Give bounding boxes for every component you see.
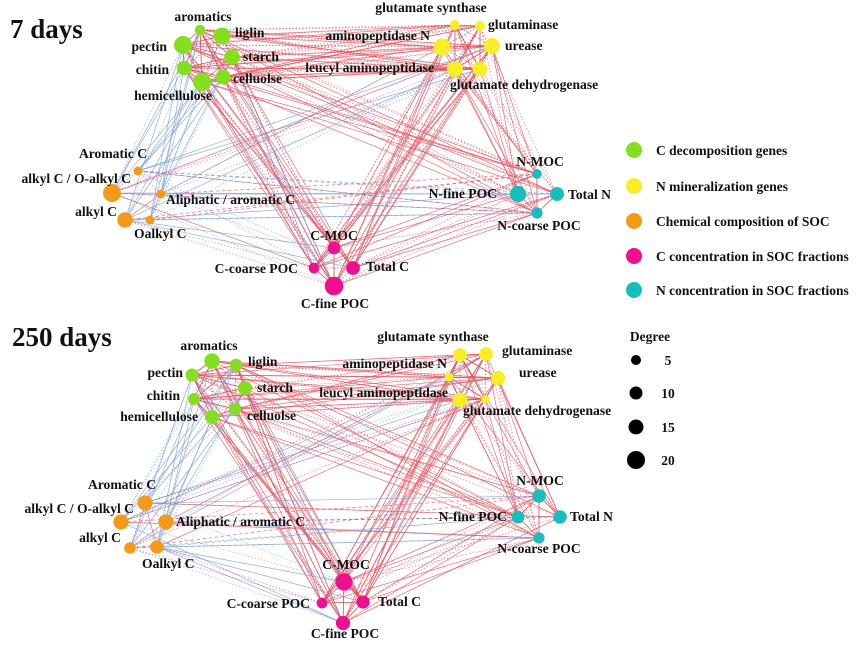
- svg-text:liglin: liglin: [235, 25, 265, 40]
- svg-text:N concentration in SOC fractio: N concentration in SOC fractions: [656, 283, 849, 298]
- svg-text:glutamate synthase: glutamate synthase: [375, 0, 486, 15]
- svg-text:starch: starch: [243, 49, 279, 64]
- svg-text:pectin: pectin: [132, 39, 168, 54]
- svg-text:Total C: Total C: [378, 594, 421, 609]
- svg-text:chitin: chitin: [147, 388, 181, 403]
- svg-text:glutamate dehydrogenase: glutamate dehydrogenase: [450, 77, 598, 92]
- svg-text:C-fine POC: C-fine POC: [311, 626, 379, 641]
- svg-text:C-coarse POC: C-coarse POC: [227, 596, 310, 611]
- svg-text:Total C: Total C: [366, 259, 409, 274]
- svg-text:N-fine POC: N-fine POC: [429, 186, 497, 201]
- svg-text:glutamate synthase: glutamate synthase: [377, 329, 488, 344]
- svg-text:aromatics: aromatics: [174, 9, 231, 24]
- svg-text:N-MOC: N-MOC: [516, 473, 564, 488]
- svg-text:starch: starch: [257, 380, 293, 395]
- svg-text:Aromatic C: Aromatic C: [88, 477, 156, 492]
- svg-text:250 days: 250 days: [12, 322, 112, 352]
- svg-text:N-fine POC: N-fine POC: [439, 509, 507, 524]
- svg-text:urease: urease: [519, 365, 557, 380]
- svg-text:celluolse: celluolse: [247, 408, 296, 423]
- svg-text:C-coarse POC: C-coarse POC: [215, 261, 298, 276]
- svg-text:5: 5: [665, 353, 672, 368]
- svg-text:C-MOC: C-MOC: [322, 557, 370, 572]
- svg-text:glutamate dehydrogenase: glutamate dehydrogenase: [463, 403, 611, 418]
- svg-text:hemicellulose: hemicellulose: [134, 88, 212, 103]
- svg-text:C-fine POC: C-fine POC: [301, 296, 369, 311]
- svg-text:Total N: Total N: [570, 509, 613, 524]
- svg-text:celluolse: celluolse: [233, 71, 282, 86]
- svg-text:C-MOC: C-MOC: [310, 228, 358, 243]
- svg-text:Aliphatic / aromatic C: Aliphatic / aromatic C: [176, 514, 305, 529]
- svg-text:leucyl aminopeptidase: leucyl aminopeptidase: [305, 60, 434, 75]
- svg-text:chitin: chitin: [136, 62, 170, 77]
- svg-text:Oalkyl C: Oalkyl C: [142, 556, 195, 571]
- svg-text:alkyl C / O-alkyl C: alkyl C / O-alkyl C: [21, 171, 131, 186]
- svg-text:pectin: pectin: [148, 365, 184, 380]
- svg-text:N-MOC: N-MOC: [516, 154, 564, 169]
- svg-text:15: 15: [661, 420, 675, 435]
- svg-text:aromatics: aromatics: [180, 338, 237, 353]
- svg-text:glutaminase: glutaminase: [502, 343, 572, 358]
- svg-text:C concentration in SOC fractio: C concentration in SOC fractions: [656, 249, 849, 264]
- svg-text:N-coarse POC: N-coarse POC: [497, 218, 580, 233]
- svg-text:Aromatic C: Aromatic C: [79, 146, 147, 161]
- svg-text:Aliphatic / aromatic C: Aliphatic / aromatic C: [166, 192, 295, 207]
- svg-text:leucyl aminopeptidase: leucyl aminopeptidase: [319, 385, 448, 400]
- svg-text:N mineralization genes: N mineralization genes: [656, 179, 788, 194]
- svg-text:N-coarse POC: N-coarse POC: [497, 541, 580, 556]
- svg-text:Total N: Total N: [568, 187, 611, 202]
- svg-text:liglin: liglin: [248, 354, 278, 369]
- svg-text:Oalkyl C: Oalkyl C: [134, 226, 187, 241]
- svg-text:7 days: 7 days: [10, 14, 83, 44]
- svg-text:aminopeptidase N: aminopeptidase N: [342, 356, 447, 371]
- svg-text:10: 10: [661, 386, 675, 401]
- svg-text:aminopeptidase N: aminopeptidase N: [325, 28, 430, 43]
- svg-text:alkyl C / O-alkyl C: alkyl C / O-alkyl C: [24, 501, 134, 516]
- svg-text:alkyl C: alkyl C: [79, 530, 121, 545]
- svg-text:hemicellulose: hemicellulose: [120, 409, 198, 424]
- svg-text:urease: urease: [505, 38, 543, 53]
- svg-text:Degree: Degree: [630, 329, 670, 344]
- svg-text:Chemical composition of SOC: Chemical composition of SOC: [656, 214, 830, 229]
- svg-text:alkyl C: alkyl C: [75, 204, 117, 219]
- svg-text:glutaminase: glutaminase: [488, 17, 558, 32]
- svg-text:C decomposition genes: C decomposition genes: [656, 143, 787, 158]
- svg-text:20: 20: [661, 453, 675, 468]
